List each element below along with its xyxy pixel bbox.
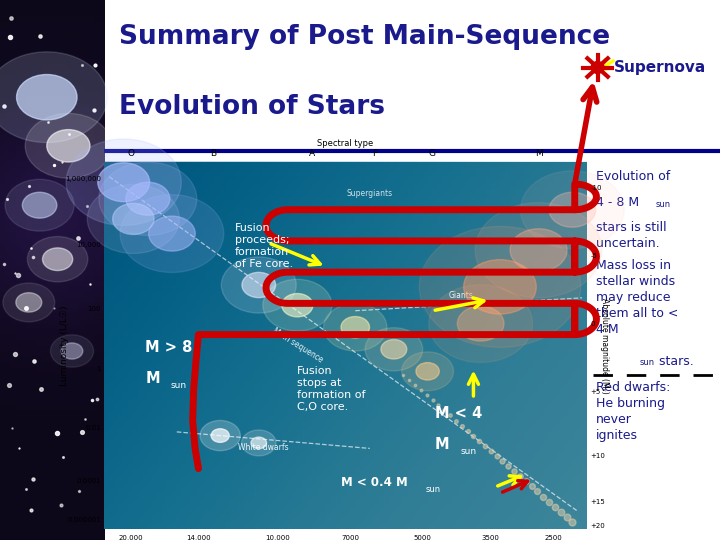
Circle shape <box>419 226 580 347</box>
Text: +20: +20 <box>590 523 605 529</box>
Circle shape <box>17 75 77 120</box>
Text: sun: sun <box>656 200 671 210</box>
Bar <box>0 0 104 540</box>
Circle shape <box>25 113 112 178</box>
Text: Luminosity (L/L☉): Luminosity (L/L☉) <box>60 305 69 386</box>
Text: 1: 1 <box>96 367 101 373</box>
Circle shape <box>99 162 197 235</box>
Text: 0.01: 0.01 <box>85 425 101 431</box>
Text: Supernova: Supernova <box>613 60 706 75</box>
Bar <box>104 162 587 529</box>
Circle shape <box>66 139 181 225</box>
Circle shape <box>365 328 423 371</box>
Circle shape <box>0 52 107 143</box>
Circle shape <box>3 283 55 322</box>
Text: B: B <box>210 148 216 158</box>
Circle shape <box>429 285 533 362</box>
Text: G: G <box>429 148 436 158</box>
Text: -10: -10 <box>590 185 602 191</box>
Text: Fusion
proceeds;
formation
of Fe core.: Fusion proceeds; formation of Fe core. <box>235 222 293 268</box>
Text: F: F <box>372 148 377 158</box>
Text: +10: +10 <box>590 453 606 459</box>
Text: M > 8: M > 8 <box>145 340 193 355</box>
Text: sun: sun <box>426 485 441 494</box>
Text: sun: sun <box>171 381 186 390</box>
Circle shape <box>241 430 276 456</box>
Text: stars is still
uncertain.: stars is still uncertain. <box>596 221 667 251</box>
Text: 10,000: 10,000 <box>266 535 290 540</box>
Circle shape <box>50 335 94 367</box>
Text: 14,000: 14,000 <box>186 535 211 540</box>
Text: +15: +15 <box>590 498 605 505</box>
Text: Red dwarfs:
He burning
never
ignites: Red dwarfs: He burning never ignites <box>596 381 670 442</box>
Text: 10,000: 10,000 <box>76 241 101 248</box>
Text: M: M <box>145 371 160 386</box>
Text: sun: sun <box>639 358 654 367</box>
Circle shape <box>282 294 313 317</box>
Text: sun: sun <box>460 448 476 456</box>
Circle shape <box>549 192 595 227</box>
Text: Mass loss in
stellar winds
may reduce
them all to <
4 M: Mass loss in stellar winds may reduce th… <box>596 259 678 336</box>
Text: M: M <box>535 148 542 158</box>
Circle shape <box>521 171 624 248</box>
Circle shape <box>251 437 266 449</box>
Text: M < 0.4 M: M < 0.4 M <box>341 476 408 489</box>
Text: +5: +5 <box>590 388 600 395</box>
Circle shape <box>98 163 150 201</box>
Circle shape <box>5 179 74 231</box>
Circle shape <box>221 257 296 313</box>
Circle shape <box>263 279 332 331</box>
Text: Summary of Post Main-Sequence: Summary of Post Main-Sequence <box>119 24 610 50</box>
Text: M < 4: M < 4 <box>435 406 482 421</box>
Text: O: O <box>127 148 135 158</box>
Text: M: M <box>435 437 449 452</box>
Text: Absolute magnitude (Mᵥ): Absolute magnitude (Mᵥ) <box>600 298 609 394</box>
Circle shape <box>242 272 276 298</box>
Text: 0: 0 <box>590 321 595 327</box>
Text: Giants: Giants <box>449 291 474 300</box>
Circle shape <box>381 340 407 359</box>
Circle shape <box>27 237 88 282</box>
Circle shape <box>22 192 57 218</box>
Text: Main sequence: Main sequence <box>271 327 324 364</box>
Text: White dwarfs: White dwarfs <box>238 443 289 452</box>
Text: Fusion
stops at
formation of
C,O core.: Fusion stops at formation of C,O core. <box>297 366 366 412</box>
Text: 1,000,000: 1,000,000 <box>65 176 101 181</box>
Circle shape <box>112 204 154 234</box>
Text: 0.000001: 0.000001 <box>67 517 101 523</box>
Circle shape <box>475 202 602 298</box>
Circle shape <box>42 248 73 271</box>
Circle shape <box>200 421 240 451</box>
Text: 4 - 8 M: 4 - 8 M <box>596 196 639 209</box>
Text: 5000: 5000 <box>414 535 432 540</box>
Circle shape <box>402 352 454 391</box>
Circle shape <box>464 260 536 314</box>
Circle shape <box>126 182 170 215</box>
Text: Supergiants: Supergiants <box>346 188 393 198</box>
Text: 20,000: 20,000 <box>119 535 143 540</box>
Circle shape <box>47 130 90 162</box>
Circle shape <box>457 306 504 341</box>
Text: stars.: stars. <box>655 355 694 368</box>
Text: Spectral type: Spectral type <box>318 139 374 148</box>
Text: 2500: 2500 <box>544 535 562 540</box>
Circle shape <box>323 303 387 351</box>
Circle shape <box>341 316 369 338</box>
Circle shape <box>148 216 195 251</box>
Circle shape <box>61 343 83 359</box>
Text: Evolution of: Evolution of <box>596 170 670 183</box>
Text: Evolution of Stars: Evolution of Stars <box>119 94 384 120</box>
Circle shape <box>416 362 439 380</box>
Circle shape <box>510 229 567 272</box>
Text: 3500: 3500 <box>482 535 499 540</box>
Circle shape <box>87 184 179 253</box>
Circle shape <box>16 293 42 312</box>
Circle shape <box>120 195 224 273</box>
Circle shape <box>211 429 229 442</box>
Text: A: A <box>309 148 315 158</box>
Text: -5: -5 <box>590 253 598 259</box>
Text: 0.0001: 0.0001 <box>76 478 101 484</box>
Text: 7000: 7000 <box>341 535 359 540</box>
Text: 100: 100 <box>87 306 101 312</box>
